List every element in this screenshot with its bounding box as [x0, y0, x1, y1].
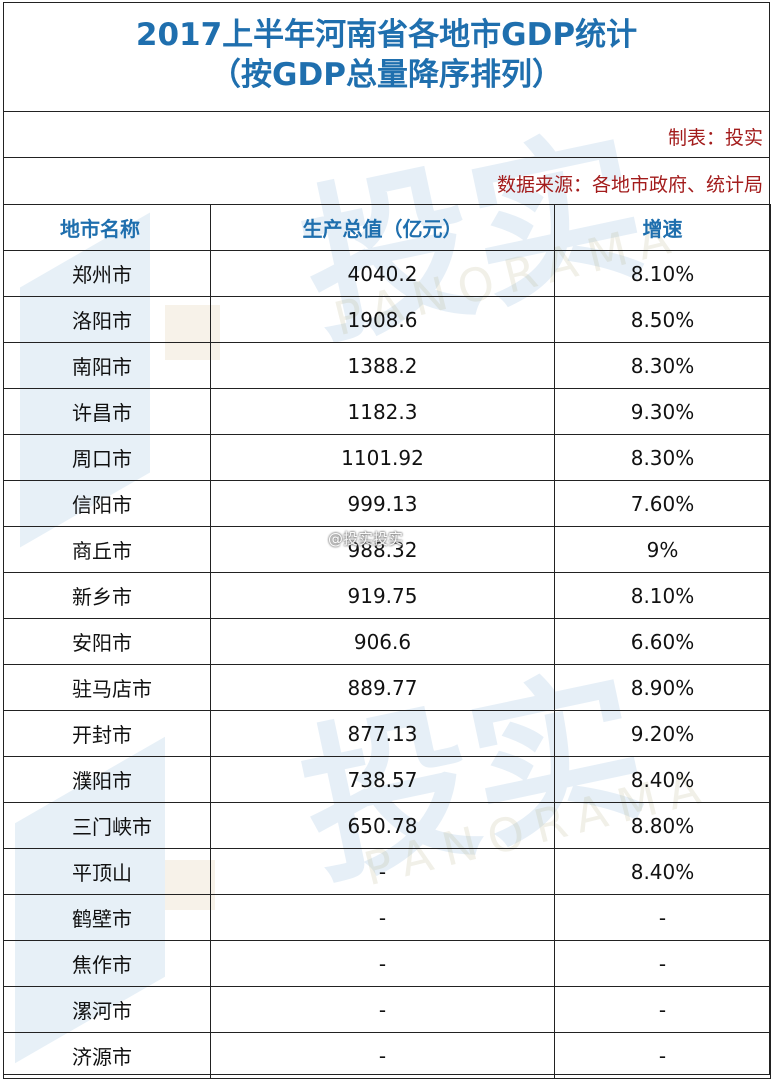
city-cell: 三门峡市	[3, 802, 211, 849]
gdp-cell: 906.6	[210, 618, 555, 665]
title-box: 2017上半年河南省各地市GDP统计 （按GDP总量降序排列）	[4, 3, 769, 112]
growth-cell: -	[554, 1032, 771, 1079]
city-cell: 郑州市	[3, 250, 211, 297]
table-row: 平顶山 -8.40%	[3, 848, 771, 895]
growth-cell: 8.50%	[554, 296, 771, 343]
column-header-gdp: 生产总值（亿元）	[210, 204, 555, 251]
source-row: 数据来源：各地市政府、统计局	[4, 158, 769, 205]
table-row: 焦作市 - -	[3, 940, 771, 987]
growth-cell: 8.90%	[554, 664, 771, 711]
gdp-table-frame: 2017上半年河南省各地市GDP统计 （按GDP总量降序排列） 制表：投实 数据…	[3, 2, 771, 1079]
gdp-cell: 1182.3	[210, 388, 555, 435]
city-cell: 安阳市	[3, 618, 211, 665]
page-subtitle: （按GDP总量降序排列）	[210, 57, 563, 93]
page-title: 2017上半年河南省各地市GDP统计	[135, 17, 638, 53]
table-row: 商丘市 988.32 9%	[3, 526, 771, 573]
growth-cell: -	[554, 894, 771, 941]
column-header-city: 地市名称	[3, 204, 211, 251]
gdp-cell: 1388.2	[210, 342, 555, 389]
table-row: 安阳市 906.6 6.60%	[3, 618, 771, 665]
table-row: 信阳市 999.13 7.60%	[3, 480, 771, 527]
table-row: 漯河市 - -	[3, 986, 771, 1033]
table-row: 济源市 - -	[3, 1032, 771, 1079]
column-header-growth: 增速	[554, 204, 771, 251]
gdp-cell: -	[210, 940, 555, 987]
table-row: 南阳市 1388.2 8.30%	[3, 342, 771, 389]
growth-cell: 8.10%	[554, 250, 771, 297]
growth-cell: 8.10%	[554, 572, 771, 619]
gdp-cell: 1101.92	[210, 434, 555, 481]
table-row: 洛阳市 1908.6 8.50%	[3, 296, 771, 343]
gdp-cell: -	[210, 986, 555, 1033]
city-cell: 商丘市	[3, 526, 211, 573]
gdp-cell: -	[210, 894, 555, 941]
table-row: 郑州市 4040.2 8.10%	[3, 250, 771, 297]
gdp-table: 地市名称 生产总值（亿元） 增速 郑州市 4040.2 8.10% 洛阳市 1908.6…	[3, 204, 771, 1079]
table-row: 新乡市 919.75 8.10%	[3, 572, 771, 619]
city-cell: 信阳市	[3, 480, 211, 527]
city-cell: 周口市	[3, 434, 211, 481]
growth-cell: 8.80%	[554, 802, 771, 849]
gdp-cell: 877.13	[210, 710, 555, 757]
city-cell: 濮阳市	[3, 756, 211, 803]
city-cell: 开封市	[3, 710, 211, 757]
gdp-cell: 889.77	[210, 664, 555, 711]
growth-cell: -	[554, 986, 771, 1033]
growth-cell: 9.20%	[554, 710, 771, 757]
city-cell: 平顶山	[3, 848, 211, 895]
gdp-cell: -	[210, 1032, 555, 1079]
source-label: 数据来源：各地市政府、统计局	[496, 174, 763, 196]
table-row: 濮阳市 738.57 8.40%	[3, 756, 771, 803]
gdp-cell: 1908.6	[210, 296, 555, 343]
city-cell: 鹤壁市	[3, 894, 211, 941]
growth-cell: 8.30%	[554, 342, 771, 389]
city-cell: 漯河市	[3, 986, 211, 1033]
table-row: 开封市 877.13 9.20%	[3, 710, 771, 757]
table-row: 许昌市 1182.3 9.30%	[3, 388, 771, 435]
gdp-cell: 999.13	[210, 480, 555, 527]
gdp-cell: 988.32	[210, 526, 555, 573]
growth-cell: -	[554, 940, 771, 987]
city-cell: 许昌市	[3, 388, 211, 435]
maker-label: 制表：投实	[667, 127, 763, 149]
growth-cell: 9%	[554, 526, 771, 573]
table-row: 三门峡市 650.78 8.80%	[3, 802, 771, 849]
table-row: 驻马店市 889.77 8.90%	[3, 664, 771, 711]
growth-cell: 9.30%	[554, 388, 771, 435]
growth-cell: 8.30%	[554, 434, 771, 481]
growth-cell: 8.40%	[554, 848, 771, 895]
growth-cell: 6.60%	[554, 618, 771, 665]
gdp-cell: -	[210, 848, 555, 895]
weibo-watermark: @投实投实	[328, 530, 404, 548]
city-cell: 南阳市	[3, 342, 211, 389]
gdp-cell: 738.57	[210, 756, 555, 803]
growth-cell: 7.60%	[554, 480, 771, 527]
city-cell: 驻马店市	[3, 664, 211, 711]
table-row: 鹤壁市 - -	[3, 894, 771, 941]
city-cell: 焦作市	[3, 940, 211, 987]
city-cell: 济源市	[3, 1032, 211, 1079]
gdp-cell: 650.78	[210, 802, 555, 849]
maker-row: 制表：投实	[4, 111, 769, 158]
city-cell: 新乡市	[3, 572, 211, 619]
gdp-cell: 919.75	[210, 572, 555, 619]
table-row: 周口市 1101.92 8.30%	[3, 434, 771, 481]
city-cell: 洛阳市	[3, 296, 211, 343]
gdp-cell: 4040.2	[210, 250, 555, 297]
growth-cell: 8.40%	[554, 756, 771, 803]
table-header-row: 地市名称 生产总值（亿元） 增速	[3, 204, 771, 251]
